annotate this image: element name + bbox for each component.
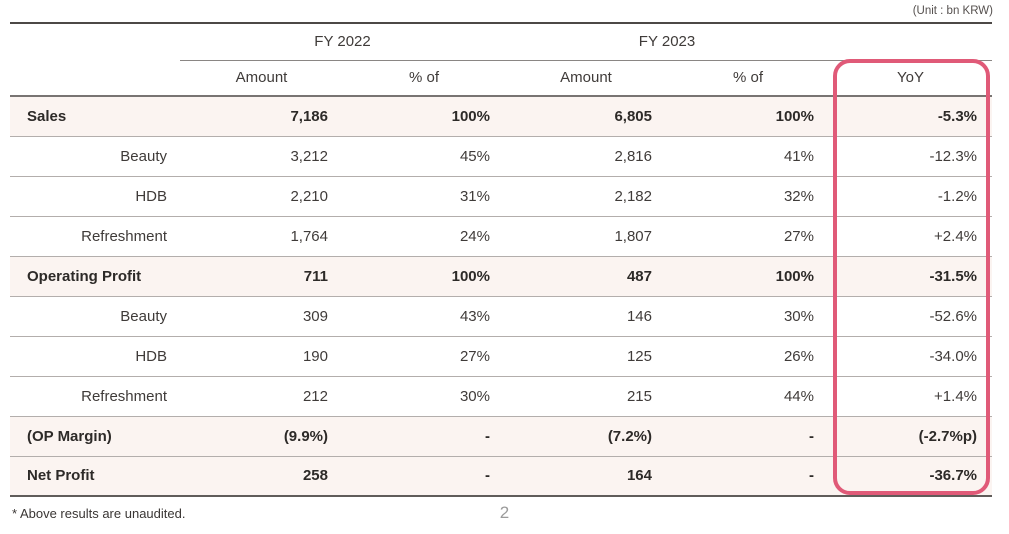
cell-yoy: -31.5% [829, 256, 992, 297]
row-label: Beauty [10, 296, 180, 337]
cell-fy2023-pct: 27% [667, 216, 829, 257]
unit-note: (Unit : bn KRW) [912, 5, 993, 17]
column-header-spacer [10, 60, 180, 97]
cell-fy2022-amount: 2,210 [180, 176, 343, 217]
cell-yoy: -1.2% [829, 176, 992, 217]
cell-yoy: -36.7% [829, 456, 992, 497]
cell-fy2023-amount: 215 [505, 376, 667, 417]
cell-fy2023-pct: 100% [667, 96, 829, 137]
cell-fy2023-pct: 44% [667, 376, 829, 417]
table-row-operating-profit: Operating Profit 711 100% 487 100% -31.5… [10, 256, 992, 297]
table-row-op-beauty: Beauty 309 43% 146 30% -52.6% [10, 296, 992, 337]
row-label: (OP Margin) [10, 416, 180, 457]
cell-fy2022-pct: 27% [343, 336, 505, 377]
cell-fy2022-amount: 190 [180, 336, 343, 377]
cell-fy2022-pct: 100% [343, 96, 505, 137]
cell-yoy: -34.0% [829, 336, 992, 377]
cell-fy2023-amount: 6,805 [505, 96, 667, 137]
cell-yoy: +2.4% [829, 216, 992, 257]
cell-fy2023-amount: 164 [505, 456, 667, 497]
cell-fy2023-amount: 146 [505, 296, 667, 337]
cell-fy2022-pct: 100% [343, 256, 505, 297]
cell-fy2022-amount: 258 [180, 456, 343, 497]
cell-fy2022-amount: 7,186 [180, 96, 343, 137]
cell-fy2022-amount: 1,764 [180, 216, 343, 257]
cell-fy2022-amount: (9.9%) [180, 416, 343, 457]
table-row-sales: Sales 7,186 100% 6,805 100% -5.3% [10, 96, 992, 137]
row-label: HDB [10, 336, 180, 377]
fiscal-year-header-row: FY 2022 FY 2023 [10, 23, 992, 61]
row-label: Sales [10, 96, 180, 137]
table-row-op-margin: (OP Margin) (9.9%) - (7.2%) - (-2.7%p) [10, 416, 992, 457]
table-row-sales-beauty: Beauty 3,212 45% 2,816 41% -12.3% [10, 136, 992, 177]
table-row-sales-refreshment: Refreshment 1,764 24% 1,807 27% +2.4% [10, 216, 992, 257]
fy-row-spacer [10, 23, 180, 60]
cell-yoy: -5.3% [829, 96, 992, 137]
column-header-row: Amount % of Amount % of YoY [10, 60, 992, 97]
column-header-amount-2022: Amount [180, 60, 343, 97]
table-row-op-hdb: HDB 190 27% 125 26% -34.0% [10, 336, 992, 377]
cell-fy2023-pct: 32% [667, 176, 829, 217]
column-header-pct-2023: % of [667, 60, 829, 97]
cell-fy2023-pct: 41% [667, 136, 829, 177]
column-header-amount-2023: Amount [505, 60, 667, 97]
cell-fy2022-amount: 711 [180, 256, 343, 297]
row-label: Net Profit [10, 456, 180, 497]
fy-row-yoy-spacer [829, 23, 992, 61]
cell-fy2022-pct: 30% [343, 376, 505, 417]
cell-fy2023-pct: - [667, 416, 829, 457]
table-row-op-refreshment: Refreshment 212 30% 215 44% +1.4% [10, 376, 992, 417]
cell-fy2023-pct: 26% [667, 336, 829, 377]
row-label: Operating Profit [10, 256, 180, 297]
fy-2022-group-header: FY 2022 [180, 23, 505, 61]
cell-yoy: -52.6% [829, 296, 992, 337]
column-header-yoy: YoY [829, 60, 992, 97]
page-number: 2 [499, 503, 510, 522]
table-row-net-profit: Net Profit 258 - 164 - -36.7% [10, 456, 992, 497]
cell-fy2022-pct: 24% [343, 216, 505, 257]
cell-fy2022-pct: 31% [343, 176, 505, 217]
row-label: Refreshment [10, 376, 180, 417]
cell-fy2023-pct: 30% [667, 296, 829, 337]
row-label: Beauty [10, 136, 180, 177]
row-label: Refreshment [10, 216, 180, 257]
fy-2023-group-header: FY 2023 [505, 23, 829, 61]
cell-fy2023-amount: 1,807 [505, 216, 667, 257]
results-table: FY 2022 FY 2023 Amount % of Amount % of … [10, 22, 992, 497]
cell-fy2023-amount: 487 [505, 256, 667, 297]
results-table-wrap: FY 2022 FY 2023 Amount % of Amount % of … [10, 22, 992, 497]
cell-fy2023-amount: 125 [505, 336, 667, 377]
row-label: HDB [10, 176, 180, 217]
footnote: * Above results are unaudited. [12, 506, 186, 521]
cell-fy2022-pct: 43% [343, 296, 505, 337]
cell-fy2022-amount: 309 [180, 296, 343, 337]
cell-fy2023-amount: 2,816 [505, 136, 667, 177]
cell-fy2023-amount: (7.2%) [505, 416, 667, 457]
cell-fy2022-pct: - [343, 456, 505, 497]
cell-fy2022-amount: 212 [180, 376, 343, 417]
column-header-pct-2022: % of [343, 60, 505, 97]
cell-fy2022-pct: 45% [343, 136, 505, 177]
table-row-sales-hdb: HDB 2,210 31% 2,182 32% -1.2% [10, 176, 992, 217]
cell-fy2022-pct: - [343, 416, 505, 457]
cell-yoy: -12.3% [829, 136, 992, 177]
cell-yoy: (-2.7%p) [829, 416, 992, 457]
cell-fy2023-pct: - [667, 456, 829, 497]
cell-fy2023-pct: 100% [667, 256, 829, 297]
cell-yoy: +1.4% [829, 376, 992, 417]
cell-fy2023-amount: 2,182 [505, 176, 667, 217]
cell-fy2022-amount: 3,212 [180, 136, 343, 177]
